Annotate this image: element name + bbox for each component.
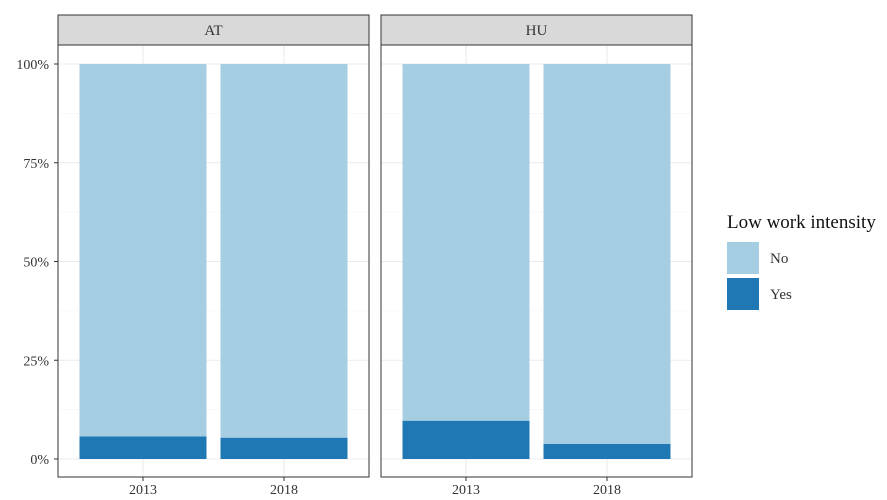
legend-key-yes	[727, 278, 759, 310]
legend-title: Low work intensity	[727, 212, 876, 233]
bar-hu-2018-yes[interactable]	[543, 443, 671, 459]
facet-label-at: AT	[204, 23, 222, 39]
bar-at-2013-no[interactable]	[79, 64, 207, 437]
bar-at-2013-yes[interactable]	[79, 436, 207, 459]
x-tick-label-at-2013: 2013	[129, 483, 157, 498]
x-tick-label-hu-2013: 2013	[452, 483, 480, 498]
y-tick-label: 50%	[23, 256, 49, 271]
bar-at-2018-yes[interactable]	[220, 437, 348, 459]
x-tick-label-hu-2018: 2018	[593, 483, 621, 498]
y-tick-label: 25%	[23, 354, 49, 369]
facet-label-hu: HU	[526, 23, 548, 39]
legend-label-yes: Yes	[770, 287, 792, 303]
legend-label-no: No	[770, 251, 788, 267]
bar-hu-2013-yes[interactable]	[402, 420, 530, 459]
x-tick-label-at-2018: 2018	[270, 483, 298, 498]
facet-strip-at	[57, 14, 370, 46]
y-tick-label: 100%	[16, 58, 49, 73]
panel-border-hu	[380, 44, 693, 478]
bar-hu-2018-no[interactable]	[543, 64, 671, 444]
bar-hu-2013-no[interactable]	[402, 64, 530, 421]
y-tick-label: 75%	[23, 157, 49, 172]
legend-key-no	[727, 242, 759, 274]
y-tick-label: 0%	[30, 453, 49, 468]
bar-at-2018-no[interactable]	[220, 64, 348, 438]
facet-strip-hu	[380, 14, 693, 46]
